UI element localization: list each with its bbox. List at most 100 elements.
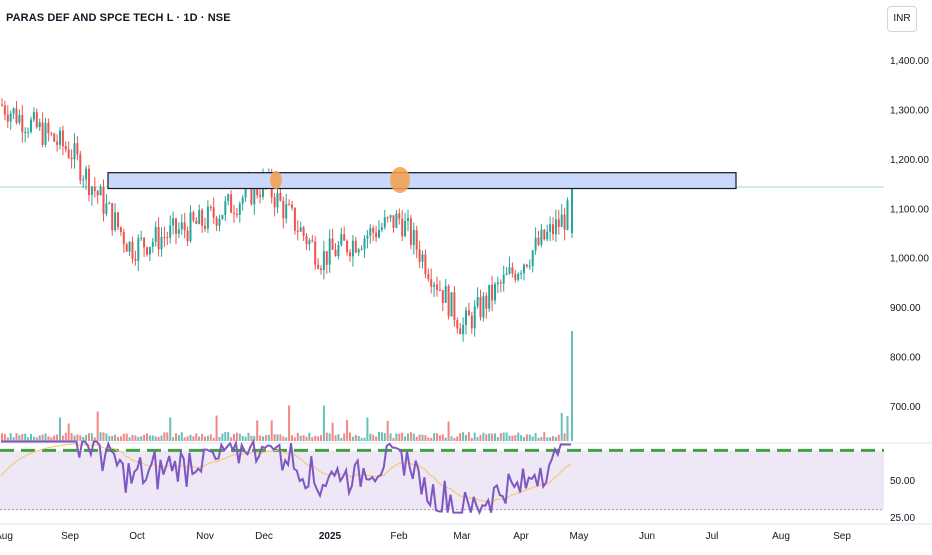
highlight-markers xyxy=(270,167,410,193)
volume-bar xyxy=(102,432,105,441)
volume-bar xyxy=(407,433,409,441)
candle-body xyxy=(47,122,50,134)
volume-bar xyxy=(409,432,412,441)
volume-bar xyxy=(462,432,465,441)
candle-body xyxy=(409,218,412,246)
candle-body xyxy=(189,212,192,242)
candle-body xyxy=(82,179,85,181)
candle-body xyxy=(436,284,438,290)
candle-body xyxy=(102,187,105,214)
volume-bar xyxy=(50,437,53,441)
candle-body xyxy=(24,131,27,133)
volume-bar xyxy=(267,434,270,441)
currency-button[interactable]: INR xyxy=(887,6,917,32)
volume-bar xyxy=(328,433,331,441)
candle-body xyxy=(441,290,444,303)
volume-bar xyxy=(79,435,82,441)
candle-body xyxy=(354,240,357,253)
candle-body xyxy=(462,324,465,335)
candle-body xyxy=(308,240,311,245)
resistance-zone-rect[interactable] xyxy=(107,172,737,190)
volume-bar xyxy=(244,436,247,441)
candle-body xyxy=(175,218,177,234)
top-marker-feb xyxy=(390,167,410,193)
time-axis-label: Jul xyxy=(706,531,719,542)
volume-bar xyxy=(415,436,418,441)
candle-body xyxy=(276,192,279,208)
volume-bar xyxy=(264,435,267,441)
volume-bar xyxy=(523,436,525,441)
volume-bar xyxy=(21,433,24,441)
candle-body xyxy=(305,235,308,245)
time-axis-label: Nov xyxy=(196,531,214,542)
rsi-axis-label: 50.00 xyxy=(890,476,915,487)
volume-bar xyxy=(363,437,366,441)
candle-body xyxy=(88,168,90,195)
candle-body xyxy=(221,214,224,220)
candle-body xyxy=(302,227,305,236)
candle-body xyxy=(537,237,540,245)
volume-bar xyxy=(85,434,88,441)
candle-body xyxy=(389,215,392,218)
volume-bar xyxy=(424,435,427,441)
candle-body xyxy=(137,238,140,261)
volume-bar xyxy=(90,433,93,441)
volume-bar xyxy=(6,437,9,441)
volume-bar xyxy=(198,436,201,441)
volume-bar xyxy=(566,416,569,441)
volume-bar xyxy=(447,421,450,441)
volume-bar xyxy=(166,432,169,441)
volume-bar xyxy=(540,437,543,441)
candle-body xyxy=(148,246,151,255)
candle-body xyxy=(79,154,82,181)
resistance-zone[interactable] xyxy=(107,172,737,190)
volume-bar xyxy=(76,434,79,441)
candle-body xyxy=(204,225,206,229)
price-axis-label: 800.00 xyxy=(890,353,921,364)
volume-bar xyxy=(195,433,198,441)
volume-bar xyxy=(372,434,375,441)
candle-body xyxy=(465,310,467,325)
volume-bar xyxy=(505,432,508,441)
candle-body xyxy=(505,273,508,275)
volume-bar xyxy=(456,436,459,441)
candle-body xyxy=(212,207,215,218)
candle-body xyxy=(285,204,288,219)
volume-bar xyxy=(427,437,430,441)
candle-body xyxy=(259,195,262,197)
candle-body xyxy=(398,213,401,219)
volume-bar xyxy=(128,437,131,441)
volume-bar xyxy=(450,436,453,441)
candle-body xyxy=(50,133,53,135)
candle-body xyxy=(12,108,15,114)
volume-bar xyxy=(119,436,122,441)
volume-bar xyxy=(221,433,224,441)
candle-body xyxy=(476,296,479,307)
candle-body xyxy=(517,273,520,280)
candle-body xyxy=(528,265,531,267)
volume-bar xyxy=(514,434,517,441)
candle-body xyxy=(9,113,12,122)
candle-body xyxy=(560,214,563,227)
candle-body xyxy=(499,282,502,284)
volume-bar xyxy=(108,435,111,441)
time-axis-label: Aug xyxy=(0,531,13,542)
symbol-title: PARAS DEF AND SPCE TECH L · 1D · NSE xyxy=(6,12,231,24)
time-axis-label: Sep xyxy=(61,531,79,542)
candle-body xyxy=(549,224,552,232)
volume-bar xyxy=(491,433,494,441)
volume-bar xyxy=(154,436,157,441)
volume-bar xyxy=(357,435,360,441)
time-axis-label: Mar xyxy=(453,531,471,542)
candle-body xyxy=(64,146,67,150)
volume-bar xyxy=(346,420,349,441)
volume-bar xyxy=(70,433,73,441)
candle-body xyxy=(279,192,282,201)
volume-bar xyxy=(27,437,30,441)
candle-body xyxy=(114,212,117,231)
candle-body xyxy=(291,204,293,208)
volume-bar xyxy=(35,437,38,441)
candle-body xyxy=(166,237,169,239)
